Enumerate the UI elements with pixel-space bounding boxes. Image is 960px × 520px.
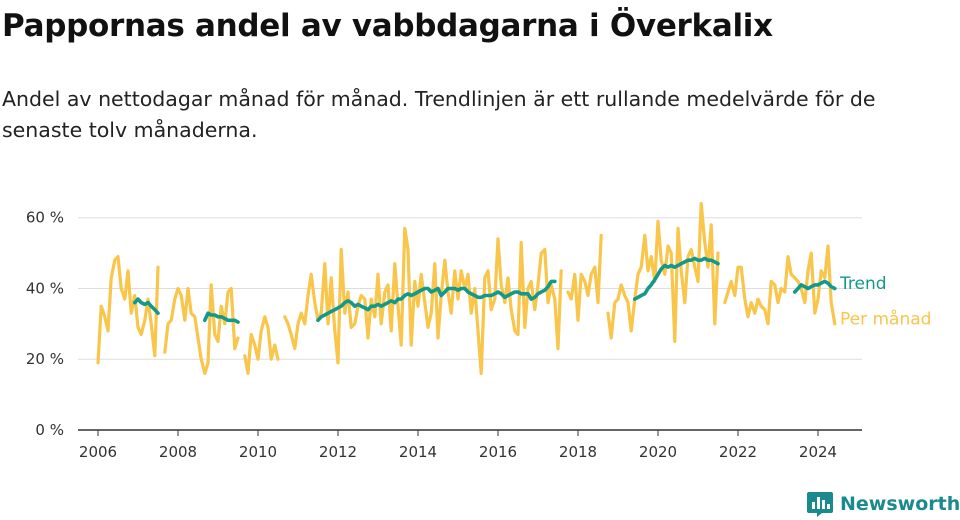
- x-tick-label: 2020: [639, 443, 677, 461]
- y-tick-label: 40 %: [26, 279, 64, 297]
- x-tick-label: 2008: [159, 443, 197, 461]
- x-tick-label: 2006: [79, 443, 117, 461]
- x-tick-label: 2012: [319, 443, 357, 461]
- series-layer: [96, 201, 837, 375]
- legend-trend-label: Trend: [839, 274, 887, 294]
- chart-title: Pappornas andel av vabbdagarna i Överkal…: [2, 8, 773, 44]
- y-axis-tick-labels: 0 % 20 % 40 % 60 %: [26, 209, 64, 439]
- y-tick-label: 60 %: [26, 209, 64, 227]
- brand-logo: Newsworthy: [806, 490, 960, 518]
- y-tick-label: 20 %: [26, 350, 64, 368]
- bar-chart-bubble-icon: [807, 492, 833, 517]
- y-tick-label: 0 %: [35, 421, 64, 439]
- x-tick-label: 2024: [799, 443, 837, 461]
- x-axis: 2006 2008 2010 2012 2014 2016 2018 2020 2022 2024: [78, 429, 862, 461]
- x-tick-label: 2016: [479, 443, 517, 461]
- x-tick-label: 2022: [719, 443, 757, 461]
- x-tick-label: 2014: [399, 443, 437, 461]
- x-tick-label: 2010: [239, 443, 277, 461]
- x-tick-label: 2018: [559, 443, 597, 461]
- chart-subtitle: Andel av nettodagar månad för månad. Tre…: [2, 87, 876, 142]
- brand-name: Newsworthy: [840, 493, 960, 515]
- series-line-trend: [133, 256, 837, 324]
- legend-monthly-label: Per månad: [840, 309, 931, 330]
